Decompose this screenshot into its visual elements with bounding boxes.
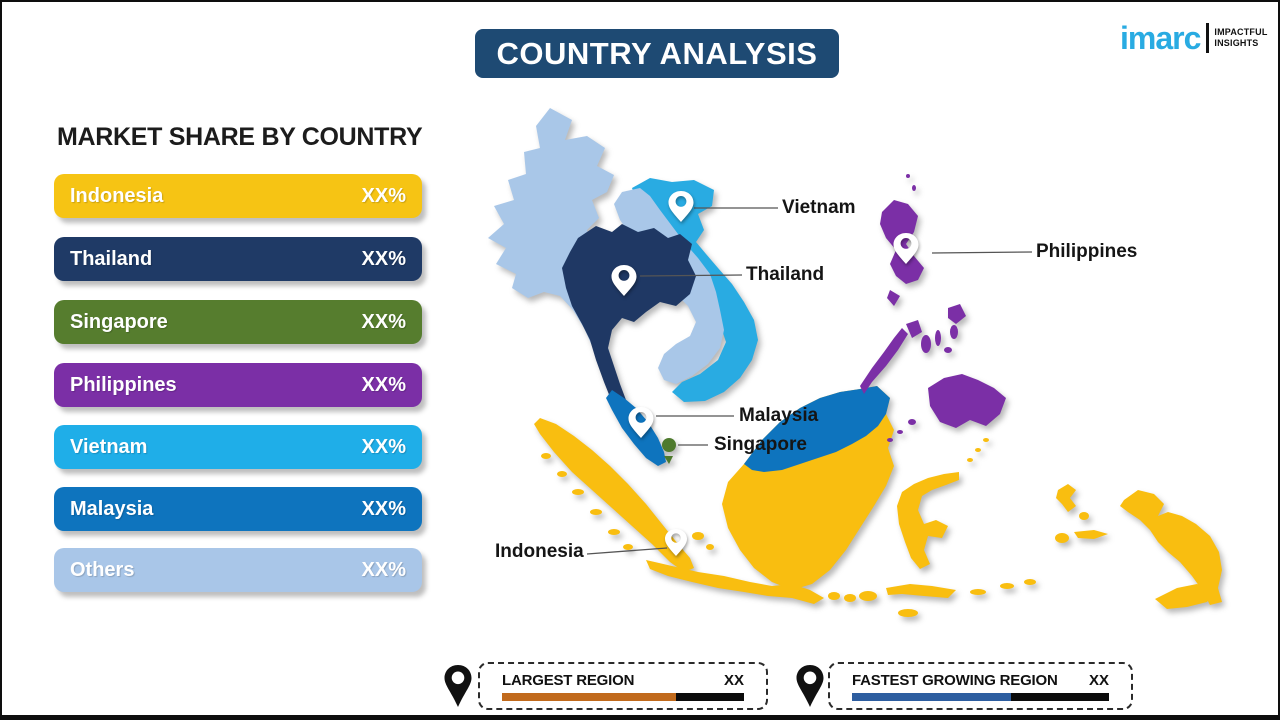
fastest-growing-region-box: FASTEST GROWING REGION XX	[828, 662, 1133, 710]
country-philippines	[860, 174, 1006, 442]
bar-label: Malaysia	[70, 497, 154, 520]
islands-maluku	[967, 438, 1108, 543]
map-pins	[611, 191, 919, 556]
page-title: COUNTRY ANALYSIS	[496, 35, 818, 71]
pin-indonesia	[665, 529, 687, 556]
map-label-thailand: Thailand	[746, 264, 825, 285]
pin-malaysia	[628, 407, 654, 438]
islands-lesser-sunda	[828, 579, 1215, 617]
islands-mentawai	[541, 453, 714, 550]
largest-region-bar-fill	[502, 693, 677, 701]
share-bar-philippines: Philippines XX%	[54, 363, 422, 407]
bar-label: Vietnam	[70, 435, 148, 458]
fastest-growing-region-bar	[852, 693, 1109, 701]
logo-divider	[1206, 23, 1210, 53]
bar-label: Indonesia	[70, 184, 164, 207]
logo-tagline-line1: IMPACTFUL	[1214, 26, 1268, 37]
fastest-growing-region-bar-fill	[852, 693, 1012, 701]
pin-thailand	[611, 265, 637, 296]
imarc-logo: imarc IMPACTFUL INSIGHTS	[1120, 22, 1268, 54]
map-label-philippines: Philippines	[1036, 241, 1138, 262]
country-malaysia-borneo	[744, 386, 890, 472]
island-papua	[1120, 490, 1222, 605]
logo-tagline-line2: INSIGHTS	[1214, 38, 1259, 48]
island-sumatra	[534, 418, 694, 572]
map-svg	[488, 108, 1222, 617]
island-java	[646, 560, 824, 604]
fastest-growing-region-value: XX	[1088, 672, 1109, 689]
share-bar-others: Others XX%	[54, 548, 422, 592]
market-share-heading: MARKET SHARE BY COUNTRY	[57, 123, 423, 151]
largest-region-pin-icon	[444, 665, 472, 707]
bar-value: XX%	[361, 184, 406, 207]
share-bar-vietnam: Vietnam XX%	[54, 425, 422, 469]
largest-region-box: LARGEST REGION XX	[478, 662, 768, 710]
pin-philippines	[893, 233, 919, 264]
bar-value: XX%	[361, 558, 406, 581]
largest-region-label: LARGEST REGION	[502, 672, 635, 689]
southeast-asia-map: Vietnam Thailand Philippines Malaysia Si…	[462, 92, 1252, 652]
bar-label: Philippines	[70, 373, 177, 396]
fastest-growing-pin-icon	[796, 665, 824, 707]
fastest-growing-region-label: FASTEST GROWING REGION	[852, 672, 1058, 689]
bar-value: XX%	[361, 310, 406, 333]
bar-value: XX%	[361, 247, 406, 270]
share-bar-indonesia: Indonesia XX%	[54, 174, 422, 218]
bar-value: XX%	[361, 373, 406, 396]
imarc-logo-wordmark: imarc	[1120, 20, 1201, 56]
island-sulawesi	[897, 472, 959, 569]
bar-value: XX%	[361, 435, 406, 458]
bar-label: Singapore	[70, 310, 168, 333]
share-bar-thailand: Thailand XX%	[54, 237, 422, 281]
map-label-indonesia: Indonesia	[495, 541, 584, 562]
label-connectors	[586, 207, 1033, 555]
bar-label: Thailand	[70, 247, 153, 270]
largest-region-bar	[502, 693, 744, 701]
share-bar-singapore: Singapore XX%	[54, 300, 422, 344]
map-label-vietnam: Vietnam	[782, 197, 856, 218]
map-label-malaysia: Malaysia	[739, 405, 819, 426]
logo-tagline: IMPACTFUL INSIGHTS	[1214, 27, 1267, 50]
largest-region-value: XX	[723, 672, 744, 689]
bar-value: XX%	[361, 497, 406, 520]
bar-label: Others	[70, 558, 135, 581]
pin-vietnam	[668, 191, 694, 222]
share-bar-malaysia: Malaysia XX%	[54, 487, 422, 531]
country-thailand	[562, 224, 696, 410]
map-label-singapore: Singapore	[714, 434, 807, 455]
page-title-banner: COUNTRY ANALYSIS	[475, 29, 839, 78]
country-singapore	[662, 438, 676, 464]
